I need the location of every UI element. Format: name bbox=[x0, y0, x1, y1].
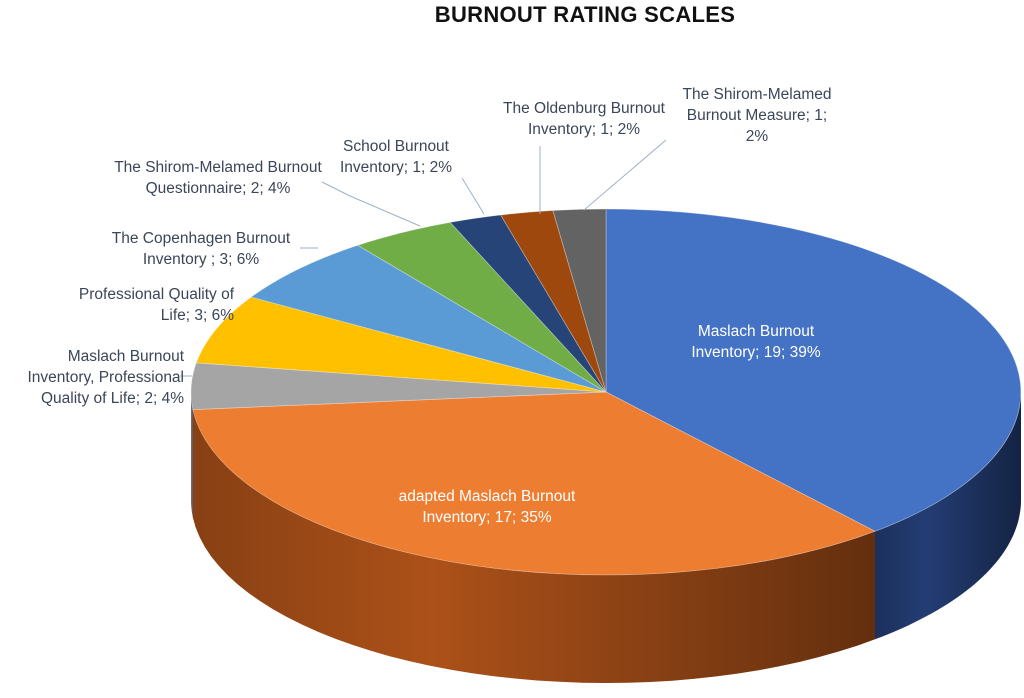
leader-line-school-burnout-inventory bbox=[461, 177, 485, 215]
data-label-the-shirom-melamed-burnout-measure: The Shirom-Melamed Burnout Measure; 1; 2… bbox=[682, 86, 832, 145]
pie-slice-the-shirom-melamed-burnout-questionnaire bbox=[356, 221, 607, 393]
data-label-professional-quality-of-life: Professional Quality of Life; 3; 6% bbox=[78, 286, 234, 324]
pie-side-shading bbox=[191, 392, 193, 518]
data-label-the-copenhagen-burnout-inventory: The Copenhagen Burnout Inventory ; 3; 6% bbox=[111, 230, 291, 268]
pie-slice-maslach-burnout-inventory-professional-quality-of-life bbox=[190, 362, 607, 411]
leader-line-the-shirom-melamed-burnout-questionnaire bbox=[321, 181, 421, 227]
pie-side-shading bbox=[875, 392, 1021, 640]
data-label-the-oldenburg-burnout-inventory: The Oldenburg Burnout Inventory; 1; 2% bbox=[503, 100, 665, 138]
pie-slice-the-shirom-melamed-burnout-measure bbox=[552, 208, 607, 393]
data-label-maslach-burnout-inventory-professional-quality-of-life: Maslach Burnout Inventory, Professional … bbox=[27, 348, 184, 407]
chart-title: BURNOUT RATING SCALES bbox=[434, 2, 736, 27]
pie-tops bbox=[190, 208, 1022, 576]
data-label-maslach-burnout-inventory: Maslach Burnout Inventory; 19; 39% bbox=[691, 323, 821, 361]
pie-slice-school-burnout-inventory bbox=[449, 214, 607, 393]
leader-lines bbox=[180, 139, 667, 377]
pie-slice-the-oldenburg-burnout-inventory bbox=[500, 210, 607, 393]
data-label-the-shirom-melamed-burnout-questionnaire: The Shirom-Melamed Burnout Questionnaire… bbox=[114, 159, 322, 197]
leader-line-the-shirom-melamed-burnout-measure bbox=[583, 139, 667, 211]
pie-slice-the-copenhagen-burnout-inventory bbox=[250, 244, 607, 393]
pie-slice-adapted-maslach-burnout-inventory bbox=[192, 391, 876, 576]
pie-slice-maslach-burnout-inventory bbox=[605, 208, 1022, 532]
data-label-adapted-maslach-burnout-inventory: adapted Maslach Burnout Inventory; 17; 3… bbox=[398, 488, 576, 526]
pie-sides bbox=[191, 392, 1021, 683]
data-label-school-burnout-inventory: School Burnout Inventory; 1; 2% bbox=[339, 138, 452, 176]
pie-side-shading bbox=[192, 409, 875, 683]
pie-slice-professional-quality-of-life bbox=[195, 296, 607, 393]
